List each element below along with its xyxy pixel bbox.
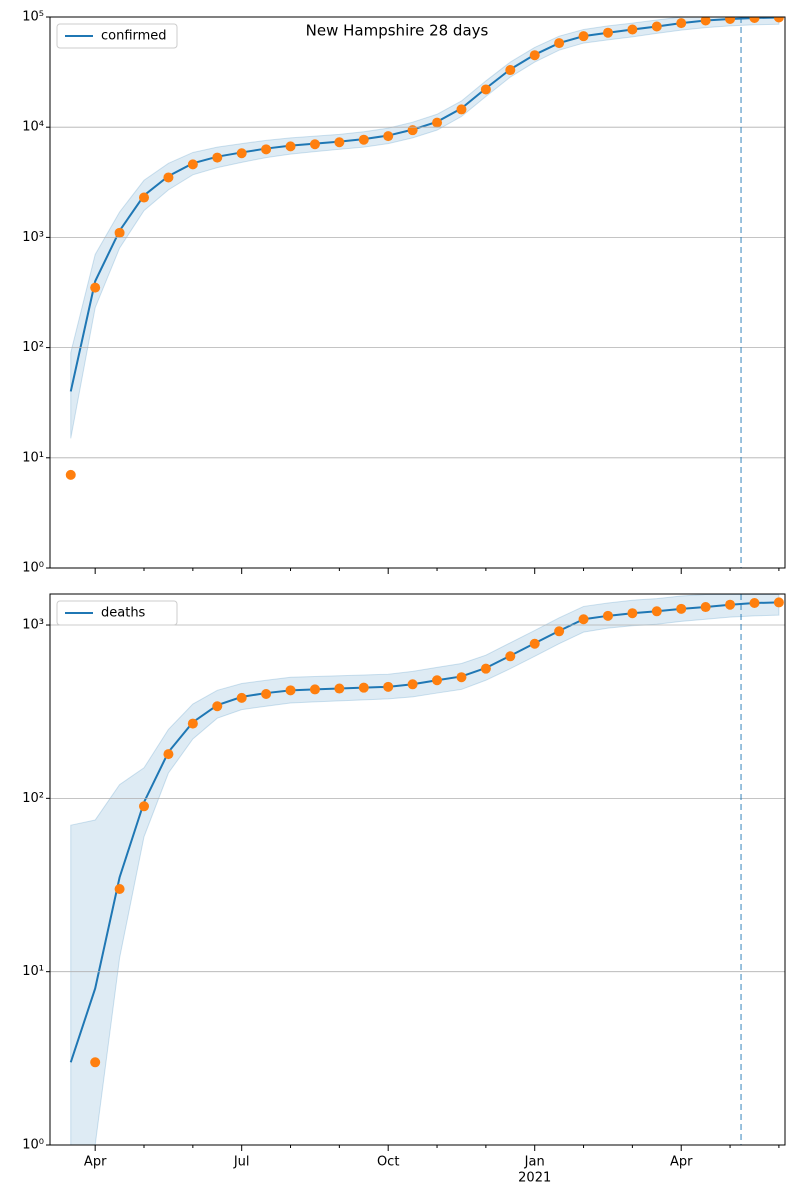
data-point: [236, 692, 247, 703]
data-point: [407, 125, 418, 136]
data-point: [90, 282, 101, 293]
data-point: [187, 159, 198, 170]
x-tick-label: Jan: [524, 1155, 545, 1170]
data-point: [700, 602, 711, 613]
data-point: [676, 18, 687, 29]
data-point: [236, 148, 247, 159]
data-point: [578, 614, 589, 625]
data-point: [285, 141, 296, 152]
data-point: [114, 883, 125, 894]
data-point: [651, 21, 662, 32]
chart-title: New Hampshire 28 days: [306, 22, 489, 40]
data-point: [773, 17, 784, 23]
data-point: [65, 469, 76, 480]
plot: [65, 17, 784, 480]
data-point: [383, 681, 394, 692]
data-point: [212, 701, 223, 712]
x-year-label: 2021: [518, 1171, 551, 1186]
data-point: [676, 603, 687, 614]
data-point: [261, 688, 272, 699]
data-point: [90, 1057, 101, 1068]
data-point: [432, 675, 443, 686]
data-point: [139, 192, 150, 203]
y-tick-label: 10²: [22, 791, 44, 806]
data-point: [383, 131, 394, 142]
data-point: [725, 599, 736, 610]
data-point: [749, 597, 760, 608]
data-point: [432, 117, 443, 128]
data-point: [114, 227, 125, 238]
plot: [69, 594, 784, 1145]
data-point: [602, 610, 613, 621]
plot-frame: [49, 16, 786, 569]
y-tick-label: 10¹: [22, 964, 44, 979]
x-tick-label: Oct: [377, 1155, 399, 1170]
y-tick-label: 10⁰: [22, 1138, 44, 1153]
series-line: [69, 17, 779, 392]
data-point: [309, 684, 320, 695]
data-point: [480, 84, 491, 95]
legend-box: [56, 23, 178, 49]
data-point: [163, 172, 174, 183]
data-point: [212, 152, 223, 163]
y-tick-label: 10²: [22, 340, 44, 355]
data-point: [163, 749, 174, 760]
y-tick-label: 10³: [22, 618, 44, 633]
data-point: [602, 27, 613, 38]
data-point: [725, 17, 736, 24]
legend-label: deaths: [101, 606, 146, 621]
confidence-band: [70, 594, 780, 1145]
data-point: [773, 597, 784, 608]
data-point: [309, 139, 320, 150]
data-point: [554, 38, 565, 49]
y-tick-label: 10¹: [22, 450, 44, 465]
x-tick-label: Jul: [233, 1155, 250, 1170]
data-point: [187, 718, 198, 729]
data-point: [529, 50, 540, 61]
confidence-band: [70, 17, 780, 439]
data-point: [627, 608, 638, 619]
data-point: [700, 17, 711, 26]
data-point: [358, 682, 369, 693]
data-point: [261, 144, 272, 155]
data-point: [480, 663, 491, 674]
data-point: [578, 31, 589, 42]
y-tick-label: 10⁴: [22, 120, 44, 135]
data-point: [456, 672, 467, 683]
y-tick-label: 10⁵: [22, 10, 44, 25]
data-point: [334, 683, 345, 694]
data-point: [554, 626, 565, 637]
data-point: [505, 651, 516, 662]
plot-frame: [49, 593, 786, 1146]
legend-label: confirmed: [101, 29, 167, 44]
data-point: [505, 65, 516, 76]
data-point: [285, 685, 296, 696]
data-point: [407, 679, 418, 690]
legend-box: [56, 600, 178, 626]
x-tick-label: Apr: [670, 1155, 693, 1170]
data-point: [139, 801, 150, 812]
data-point: [456, 104, 467, 115]
data-point: [358, 134, 369, 145]
data-point: [651, 606, 662, 617]
y-tick-label: 10³: [22, 230, 44, 245]
data-point: [334, 137, 345, 148]
data-point: [627, 24, 638, 35]
y-tick-label: 10⁰: [22, 561, 44, 576]
x-tick-label: Apr: [84, 1155, 107, 1170]
data-point: [749, 17, 760, 23]
data-point: [529, 638, 540, 649]
